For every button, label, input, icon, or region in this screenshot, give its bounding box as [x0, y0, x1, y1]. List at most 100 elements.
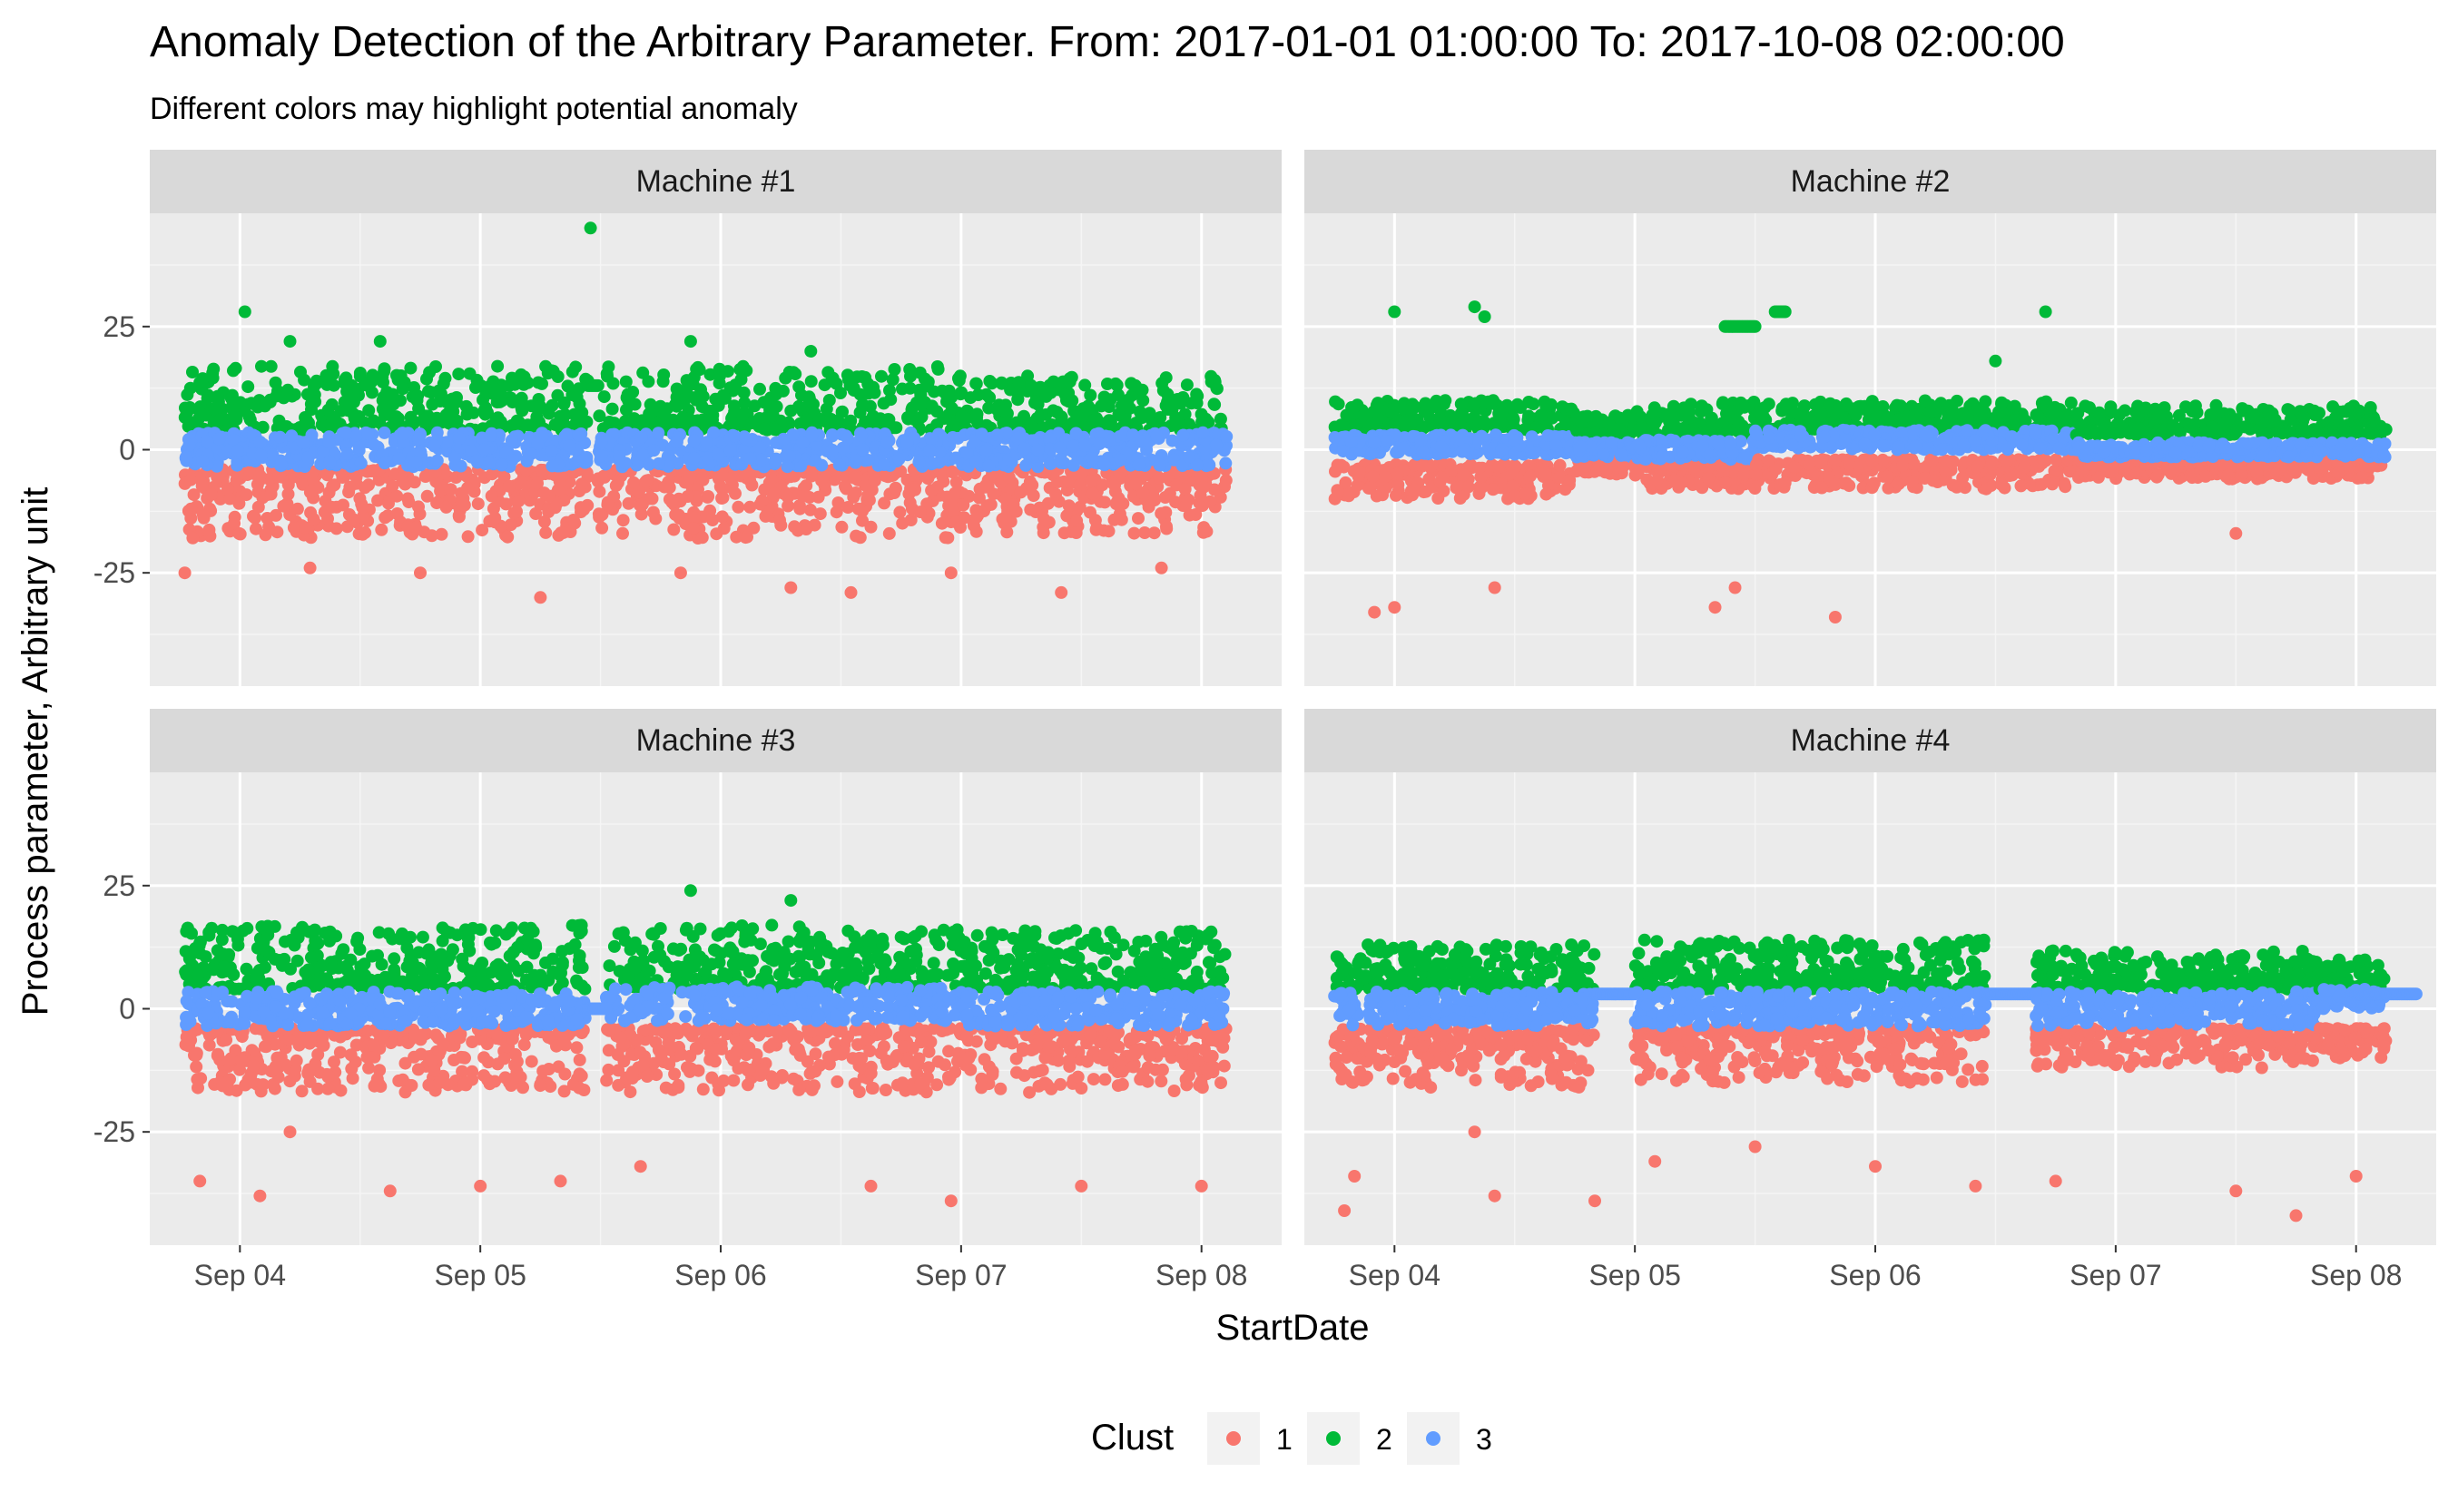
point-cluster-3: [754, 453, 768, 466]
point-cluster-3: [254, 448, 268, 462]
point-cluster-1: [849, 486, 862, 499]
point-cluster-1: [1803, 457, 1816, 471]
point-cluster-1: [325, 500, 339, 514]
point-cluster-2: [186, 366, 199, 378]
point-cluster-2: [423, 417, 437, 431]
point-cluster-1: [1539, 487, 1553, 501]
point-cluster-3: [1018, 442, 1031, 456]
point-cluster-2: [1802, 414, 1815, 427]
point-cluster-1: [595, 521, 609, 535]
point-cluster-1: [371, 494, 385, 507]
point-cluster-2: [206, 367, 220, 379]
point-cluster-3: [634, 430, 648, 444]
point-cluster-2: [886, 373, 900, 387]
point-cluster-2: [1159, 371, 1173, 385]
point-cluster-1: [702, 490, 715, 503]
point-cluster-2: [1798, 399, 1811, 413]
point-cluster-2: [1454, 398, 1468, 411]
point-cluster-2: [1472, 415, 1486, 428]
point-cluster-2: [1084, 388, 1097, 402]
point-cluster-1: [954, 521, 967, 534]
point-cluster-3: [231, 444, 244, 457]
point-cluster-1: [457, 498, 471, 512]
point-cluster-2: [491, 359, 505, 373]
point-cluster-1: [889, 481, 902, 495]
point-cluster-1: [1668, 474, 1681, 487]
point-cluster-1: [381, 509, 395, 523]
point-cluster-3: [301, 451, 315, 465]
point-cluster-2: [1399, 417, 1411, 430]
point-cluster-1: [957, 498, 970, 512]
point-cluster-1: [390, 489, 404, 503]
point-cluster-2: [338, 373, 351, 387]
point-cluster-3: [378, 426, 391, 439]
point-cluster-3: [412, 432, 426, 446]
point-cluster-1: [461, 481, 475, 495]
point-cluster-2: [636, 366, 650, 379]
point-cluster-1: [793, 502, 807, 515]
point-cluster-2: [1419, 397, 1432, 410]
point-cluster-3: [836, 441, 850, 455]
point-cluster-2: [281, 383, 295, 397]
point-cluster-1: [476, 524, 489, 537]
point-cluster-2: [534, 399, 547, 413]
point-cluster-1: [556, 526, 570, 539]
point-cluster-2: [385, 388, 398, 402]
point-cluster-1: [1925, 454, 1939, 467]
point-cluster-2: [713, 369, 726, 383]
point-cluster-1: [1155, 506, 1168, 520]
point-cluster-2: [1648, 416, 1662, 429]
point-cluster-1: [196, 508, 210, 522]
point-cluster-2: [326, 359, 339, 373]
point-cluster-1: [461, 530, 475, 544]
point-cluster-1: [223, 492, 237, 506]
point-cluster-1: [1688, 460, 1702, 474]
point-cluster-2: [1047, 375, 1060, 388]
point-cluster-3: [531, 437, 545, 450]
point-cluster-1: [1472, 461, 1486, 475]
point-cluster-1: [485, 489, 498, 503]
point-cluster-2: [969, 377, 983, 390]
point-cluster-1: [1815, 481, 1829, 495]
point-cluster-3: [475, 431, 488, 445]
point-cluster-2: [546, 364, 560, 378]
point-cluster-3: [1632, 437, 1645, 451]
point-cluster-2: [597, 390, 611, 404]
point-cluster-1: [228, 516, 241, 530]
point-cluster-2: [619, 375, 633, 388]
point-cluster-2: [1210, 382, 1224, 396]
point-cluster-1: [488, 511, 502, 525]
point-cluster-2: [298, 373, 311, 387]
point-cluster-1: [487, 502, 500, 515]
point-cluster-2: [2040, 395, 2053, 408]
point-cluster-2: [628, 398, 642, 411]
point-cluster-2: [193, 407, 207, 420]
point-cluster-2: [1661, 407, 1675, 421]
point-cluster-1: [1450, 481, 1463, 495]
point-cluster-2: [377, 376, 389, 389]
point-cluster-1: [1778, 476, 1792, 489]
point-cluster-3: [1919, 428, 1932, 442]
point-cluster-1: [645, 492, 659, 506]
point-cluster-1: [1762, 454, 1775, 467]
point-cluster-2: [955, 409, 968, 423]
point-cluster-3: [1067, 458, 1080, 472]
point-cluster-2: [593, 409, 606, 423]
point-cluster-2: [1066, 394, 1079, 407]
point-cluster-3: [2001, 443, 2014, 457]
point-cluster-3: [505, 434, 518, 447]
point-cluster-3: [1574, 440, 1588, 454]
point-cluster-1: [593, 485, 606, 498]
point-cluster-2: [915, 410, 929, 424]
point-cluster-1: [429, 475, 443, 488]
point-cluster-1: [1843, 457, 1856, 471]
point-cluster-1: [240, 488, 253, 502]
point-cluster-1: [800, 479, 813, 493]
point-cluster-1: [348, 513, 361, 526]
point-cluster-2: [506, 396, 519, 409]
point-cluster-1: [439, 500, 453, 514]
point-cluster-1: [1839, 476, 1853, 490]
point-cluster-3: [1153, 458, 1166, 472]
point-cluster-1: [662, 480, 675, 494]
